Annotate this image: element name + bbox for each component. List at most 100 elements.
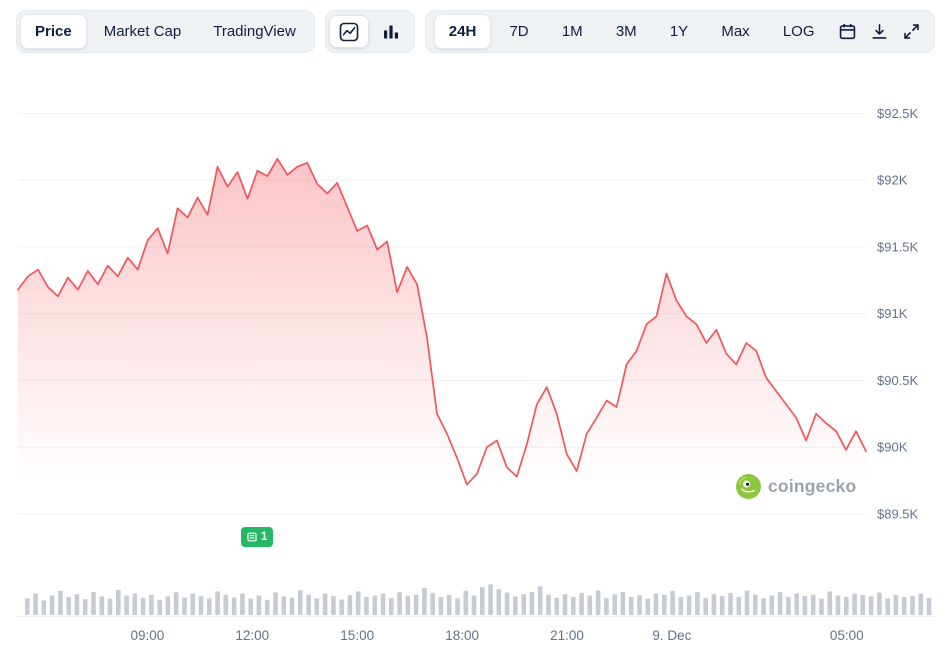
volume-bar[interactable] [703, 598, 708, 615]
volume-bar[interactable] [728, 593, 733, 615]
volume-bar[interactable] [116, 590, 121, 615]
volume-bar[interactable] [455, 598, 460, 615]
volume-bar[interactable] [41, 600, 47, 615]
volume-bar[interactable] [422, 588, 427, 615]
volume-bar[interactable] [761, 598, 766, 615]
volume-bar[interactable] [132, 593, 138, 615]
volume-bar[interactable] [736, 597, 742, 615]
volume-bar[interactable] [223, 594, 229, 615]
volume-bar[interactable] [74, 594, 80, 615]
volume-bar[interactable] [380, 593, 386, 615]
volume-bar[interactable] [231, 597, 237, 615]
volume-bar[interactable] [595, 590, 601, 615]
calendar-button[interactable] [833, 17, 862, 46]
volume-bar[interactable] [240, 593, 245, 615]
volume-bar[interactable] [753, 594, 758, 615]
volume-bar[interactable] [620, 592, 626, 615]
volume-bar[interactable] [306, 594, 311, 615]
volume-bar[interactable] [810, 594, 816, 615]
volume-bar[interactable] [173, 592, 179, 615]
volume-bar[interactable] [678, 597, 684, 615]
range-7d[interactable]: 7D [494, 14, 543, 49]
volume-bar[interactable] [604, 598, 609, 615]
volume-bar[interactable] [835, 595, 841, 615]
volume-bar[interactable] [463, 590, 469, 615]
volume-bar[interactable] [480, 587, 485, 615]
volume-bar[interactable] [397, 592, 402, 615]
volume-bar[interactable] [653, 593, 659, 615]
volume-bar[interactable] [488, 584, 493, 615]
volume-bar[interactable] [446, 594, 452, 615]
volume-bar[interactable] [496, 589, 502, 615]
annotation-badge[interactable]: 1 [241, 527, 274, 547]
volume-bar[interactable] [686, 595, 692, 615]
volume-bar[interactable] [66, 597, 71, 615]
volume-bar[interactable] [711, 594, 717, 615]
volume-bar[interactable] [438, 597, 444, 615]
volume-bar[interactable] [802, 595, 808, 615]
volume-bar[interactable] [513, 596, 518, 615]
volume-bar[interactable] [298, 590, 303, 615]
volume-bar[interactable] [331, 596, 336, 615]
volume-bar[interactable] [339, 599, 344, 616]
volume-bar[interactable] [355, 591, 361, 615]
volume-bar[interactable] [364, 597, 369, 615]
volume-bar[interactable] [926, 598, 932, 615]
log-scale-button[interactable]: LOG [768, 14, 830, 49]
volume-bar[interactable] [562, 594, 568, 615]
volume-bar[interactable] [140, 597, 146, 615]
volume-bar[interactable] [860, 595, 866, 615]
volume-bar[interactable] [273, 592, 278, 616]
volume-bar[interactable] [554, 597, 560, 615]
volume-bar[interactable] [413, 594, 419, 615]
volume-bar[interactable] [819, 598, 824, 615]
volume-bar[interactable] [314, 598, 320, 615]
volume-bar[interactable] [107, 598, 113, 615]
volume-bar[interactable] [628, 597, 634, 615]
volume-bar[interactable] [347, 595, 353, 615]
volume-bar[interactable] [868, 596, 874, 615]
volume-bar[interactable] [695, 592, 700, 615]
volume-bar[interactable] [719, 595, 725, 615]
range-max[interactable]: Max [706, 14, 764, 49]
volume-bar[interactable] [198, 596, 204, 615]
range-3m[interactable]: 3M [601, 14, 652, 49]
volume-bar[interactable] [777, 592, 783, 615]
volume-bar[interactable] [372, 595, 378, 615]
volume-bar[interactable] [49, 595, 55, 615]
volume-bar[interactable] [389, 598, 394, 615]
volume-bar[interactable] [571, 597, 576, 615]
volume-bar[interactable] [264, 599, 270, 615]
tab-tradingview[interactable]: TradingView [198, 14, 311, 49]
volume-bar[interactable] [322, 593, 328, 615]
volume-bar[interactable] [405, 595, 411, 615]
volume-bar[interactable] [529, 592, 535, 615]
volume-bar[interactable] [579, 593, 584, 615]
volume-bar[interactable] [670, 590, 675, 615]
volume-bar[interactable] [504, 592, 510, 616]
volume-bar[interactable] [546, 594, 551, 615]
volume-bar[interactable] [190, 593, 196, 615]
fullscreen-button[interactable] [897, 17, 926, 46]
volume-bar[interactable] [910, 595, 915, 615]
tab-market-cap[interactable]: Market Cap [89, 14, 197, 49]
volume-bar[interactable] [645, 598, 651, 615]
volume-bar[interactable] [612, 594, 617, 615]
volume-bar[interactable] [827, 591, 833, 615]
volume-bar[interactable] [182, 597, 187, 615]
volume-bar[interactable] [885, 598, 890, 615]
volume-bar[interactable] [844, 597, 849, 615]
volume-bar[interactable] [215, 591, 220, 615]
volume-bar[interactable] [537, 586, 543, 615]
volume-bar[interactable] [587, 595, 593, 615]
volume-bar[interactable] [769, 595, 775, 615]
download-button[interactable] [865, 17, 894, 46]
volume-bar[interactable] [289, 597, 295, 615]
line-chart-button[interactable] [328, 15, 369, 48]
volume-bar[interactable] [852, 593, 857, 615]
volume-bar[interactable] [165, 596, 171, 615]
volume-bar[interactable] [918, 593, 924, 615]
volume-bar[interactable] [99, 596, 105, 615]
volume-bar[interactable] [281, 596, 287, 615]
range-1m[interactable]: 1M [547, 14, 598, 49]
